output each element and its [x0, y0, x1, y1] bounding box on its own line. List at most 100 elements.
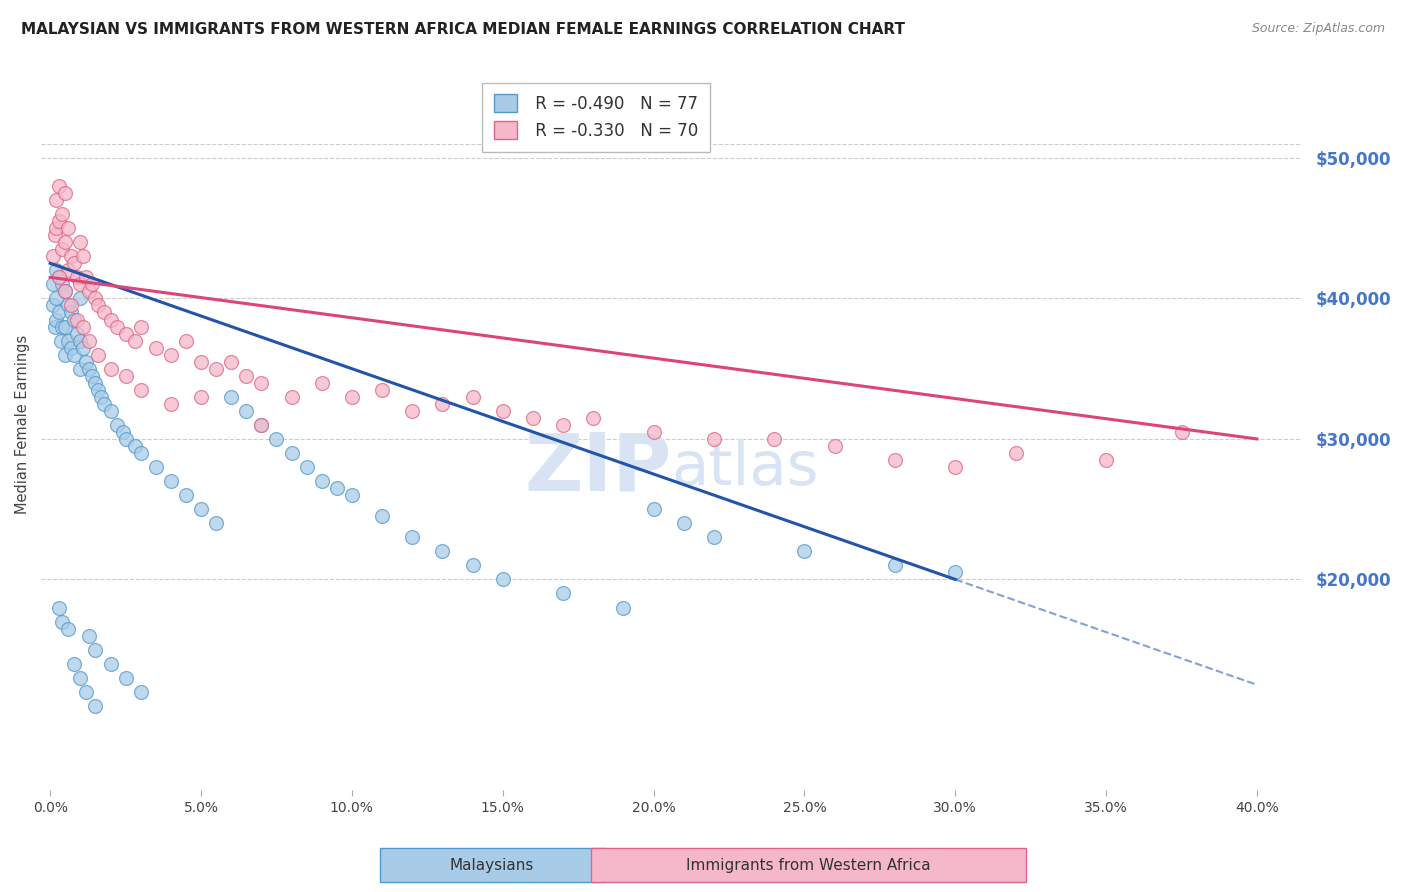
- Point: [129, 446, 152, 460]
- Point: [219, 390, 242, 404]
- Point: [461, 558, 484, 573]
- Point: [114, 326, 136, 341]
- Point: [82, 277, 104, 292]
- Point: [63, 657, 86, 671]
- FancyBboxPatch shape: [591, 848, 1026, 882]
- Point: [51, 242, 73, 256]
- Point: [160, 397, 183, 411]
- Point: [48, 179, 70, 194]
- Point: [114, 432, 136, 446]
- Point: [311, 376, 333, 390]
- Point: [943, 566, 966, 580]
- Point: [763, 432, 786, 446]
- Point: [100, 312, 122, 326]
- FancyBboxPatch shape: [380, 848, 605, 882]
- Point: [75, 685, 97, 699]
- Point: [190, 354, 212, 368]
- Point: [129, 319, 152, 334]
- Point: [643, 425, 665, 439]
- Point: [66, 326, 89, 341]
- Point: [53, 285, 76, 299]
- Point: [340, 390, 363, 404]
- Point: [100, 657, 122, 671]
- Point: [53, 348, 76, 362]
- Point: [42, 298, 65, 312]
- Point: [45, 263, 67, 277]
- Point: [114, 671, 136, 685]
- Point: [84, 376, 107, 390]
- Point: [58, 263, 80, 277]
- Text: Immigrants from Western Africa: Immigrants from Western Africa: [686, 858, 931, 872]
- Point: [75, 354, 97, 368]
- Point: [105, 319, 128, 334]
- Point: [53, 235, 76, 250]
- Point: [60, 305, 83, 319]
- Point: [45, 312, 67, 326]
- Point: [79, 334, 101, 348]
- Point: [51, 615, 73, 629]
- Point: [522, 410, 544, 425]
- Point: [79, 285, 101, 299]
- Point: [883, 558, 905, 573]
- Point: [48, 305, 70, 319]
- Point: [53, 186, 76, 200]
- Point: [235, 368, 257, 383]
- Point: [205, 516, 228, 531]
- Point: [84, 642, 107, 657]
- Point: [160, 348, 183, 362]
- Point: [60, 341, 83, 355]
- Legend:  R = -0.490   N = 77,  R = -0.330   N = 70: R = -0.490 N = 77, R = -0.330 N = 70: [482, 83, 710, 152]
- Point: [401, 404, 423, 418]
- Point: [44, 319, 66, 334]
- Point: [93, 305, 115, 319]
- Point: [42, 249, 65, 263]
- Text: Malaysians: Malaysians: [450, 858, 534, 872]
- Point: [58, 622, 80, 636]
- Point: [174, 334, 197, 348]
- Point: [53, 319, 76, 334]
- Y-axis label: Median Female Earnings: Median Female Earnings: [15, 335, 30, 515]
- Point: [129, 383, 152, 397]
- Point: [72, 341, 94, 355]
- Point: [84, 698, 107, 713]
- Point: [114, 368, 136, 383]
- Point: [1095, 453, 1118, 467]
- Point: [69, 334, 91, 348]
- Point: [60, 298, 83, 312]
- Point: [492, 573, 515, 587]
- Point: [63, 348, 86, 362]
- Point: [42, 277, 65, 292]
- Point: [190, 390, 212, 404]
- Point: [48, 214, 70, 228]
- Point: [69, 292, 91, 306]
- Point: [79, 361, 101, 376]
- Point: [105, 417, 128, 432]
- Point: [612, 600, 634, 615]
- Text: atlas: atlas: [672, 439, 820, 499]
- Point: [371, 509, 394, 524]
- Point: [66, 270, 89, 285]
- Point: [75, 270, 97, 285]
- Point: [793, 544, 815, 558]
- Point: [643, 502, 665, 516]
- Point: [66, 312, 89, 326]
- Point: [1004, 446, 1026, 460]
- Point: [311, 474, 333, 488]
- Point: [250, 417, 273, 432]
- Point: [58, 221, 80, 235]
- Point: [100, 361, 122, 376]
- Point: [72, 319, 94, 334]
- Point: [551, 417, 574, 432]
- Point: [87, 298, 110, 312]
- Point: [703, 530, 725, 544]
- Point: [340, 488, 363, 502]
- Point: [63, 312, 86, 326]
- Point: [824, 439, 846, 453]
- Point: [145, 460, 167, 475]
- Point: [492, 404, 515, 418]
- Point: [45, 193, 67, 207]
- Point: [45, 292, 67, 306]
- Point: [58, 298, 80, 312]
- Point: [551, 586, 574, 600]
- Point: [1170, 425, 1192, 439]
